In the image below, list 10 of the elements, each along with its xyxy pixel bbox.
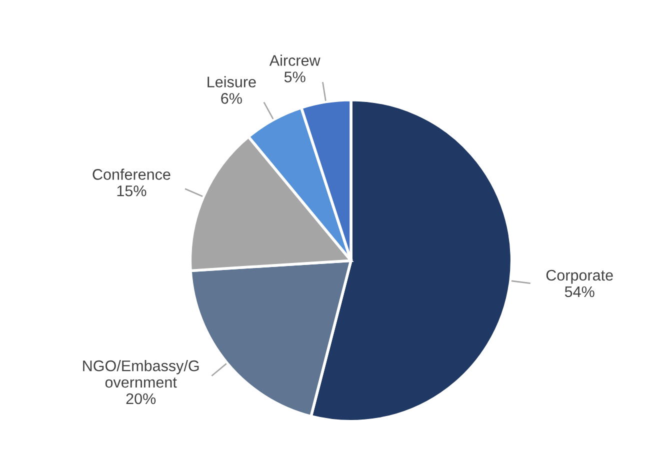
data-label: 54% [564,286,594,298]
slice-label: Conference [92,168,170,180]
slice-label: NGO/Embassy/G overnment [83,360,199,388]
data-label: 20% [126,393,156,404]
data-label: 6% [221,93,242,104]
slice-label: Aircrew [269,54,320,66]
data-label: 5% [284,72,306,82]
slice-label: Leisure [208,76,256,88]
data-label: 15% [117,186,146,196]
slice-label: Corporate [546,270,613,284]
